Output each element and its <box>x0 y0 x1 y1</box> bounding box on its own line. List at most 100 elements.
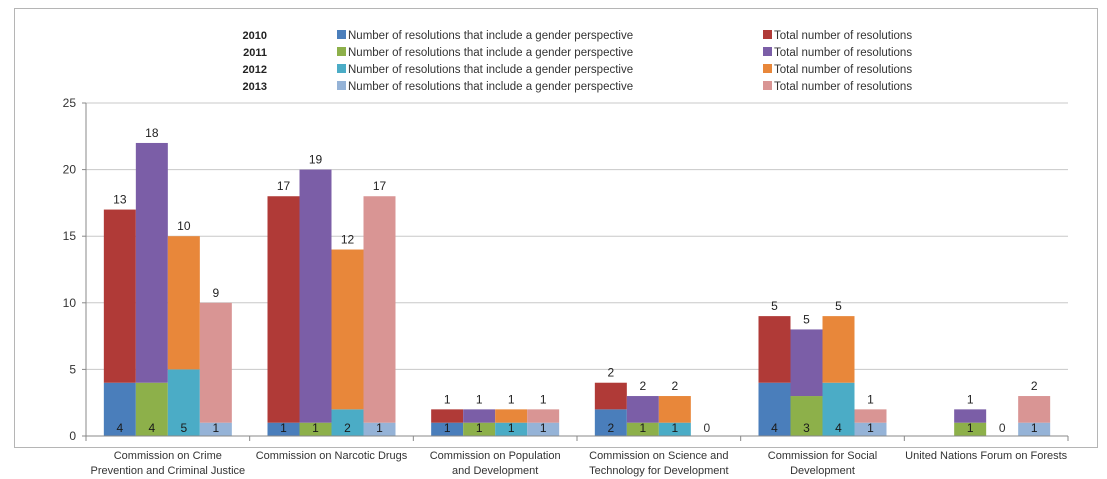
bar-gender <box>331 409 364 436</box>
data-label-gender: 4 <box>835 421 842 435</box>
data-label-total: 1 <box>540 392 547 406</box>
bar-total <box>495 409 528 423</box>
bar-gender <box>854 422 887 436</box>
chart-frame <box>14 8 1098 448</box>
x-tick-label: Commission on Narcotic Drugs <box>256 450 408 462</box>
data-label-gender: 1 <box>508 421 515 435</box>
data-label-gender: 1 <box>376 421 383 435</box>
bar-gender <box>299 422 332 436</box>
bar-gender <box>495 422 528 436</box>
legend-label-total: Total number of resolutions <box>774 81 912 93</box>
bar-gender <box>363 422 396 436</box>
legend-year-label: 2010 <box>243 30 267 42</box>
x-tick-label: Prevention and Criminal Justice <box>90 465 245 477</box>
data-label-gender: 4 <box>116 421 123 435</box>
bar-total <box>299 169 332 423</box>
y-axis: 0 5 10 15 20 25 <box>63 96 87 443</box>
legend-label-total: Total number of resolutions <box>774 47 912 59</box>
data-label-total: 19 <box>309 153 323 167</box>
legend-swatch-total <box>763 64 772 73</box>
bar-total <box>594 382 627 410</box>
bar-total <box>954 409 987 423</box>
bar-total <box>135 142 168 383</box>
bar-gender <box>463 422 496 436</box>
data-label-total: 5 <box>835 299 842 313</box>
data-label-total: 1 <box>444 392 451 406</box>
bar-total <box>463 409 496 423</box>
legend-swatch-gender <box>337 30 346 39</box>
data-label-total: 10 <box>177 219 191 233</box>
gridlines <box>86 102 1068 370</box>
x-tick-label: Commission for Social <box>768 450 877 462</box>
bar-total <box>854 409 887 423</box>
legend-year-label: 2011 <box>243 47 267 59</box>
data-label-gender: 2 <box>607 421 614 435</box>
bar-total <box>527 409 560 423</box>
data-label-gender: 4 <box>148 421 155 435</box>
data-label-total: 2 <box>671 379 678 393</box>
bar-total <box>790 329 823 397</box>
data-label-total: 1 <box>476 392 483 406</box>
bar-total <box>1018 396 1051 423</box>
legend-label-total: Total number of resolutions <box>774 30 912 42</box>
bar-gender <box>594 409 627 436</box>
legend-swatch-gender <box>337 81 346 90</box>
data-label-total: 13 <box>113 193 127 207</box>
y-tick-label: 25 <box>63 96 77 110</box>
data-label-total: 1 <box>508 392 515 406</box>
legend-label-gender: Number of resolutions that include a gen… <box>348 47 633 59</box>
bar-gender <box>658 422 691 436</box>
data-label-gender: 1 <box>476 421 483 435</box>
y-tick-label: 10 <box>63 296 77 310</box>
x-tick-label: Commission on Crime <box>114 450 222 462</box>
bar-gender <box>135 382 168 436</box>
data-label-gender: 1 <box>444 421 451 435</box>
data-label-total: 5 <box>771 299 778 313</box>
bar-total <box>331 249 364 410</box>
bar-gender <box>1018 422 1051 436</box>
legend-label-total: Total number of resolutions <box>774 64 912 76</box>
data-label-total: 2 <box>639 379 646 393</box>
data-label-total: 1 <box>967 392 974 406</box>
bar-gender <box>822 382 855 436</box>
bar-gender <box>267 422 300 436</box>
data-label-gender: 1 <box>540 421 547 435</box>
legend-swatch-total <box>763 47 772 56</box>
data-label-total: 18 <box>145 126 159 140</box>
data-label-total: 1 <box>867 392 874 406</box>
data-label-total: 2 <box>1031 379 1038 393</box>
bar-gender <box>199 422 232 436</box>
legend-year-label: 2012 <box>243 64 267 76</box>
data-label-total: 9 <box>212 286 219 300</box>
bar-gender <box>103 382 136 436</box>
legend: 2010 Number of resolutions that include a… <box>243 30 912 93</box>
y-tick-label: 15 <box>63 229 77 243</box>
data-label-gender: 2 <box>344 421 351 435</box>
data-label-gender: 4 <box>771 421 778 435</box>
bar-total <box>626 396 659 423</box>
x-tick-label: and Development <box>452 465 538 477</box>
data-label-gender: 1 <box>639 421 646 435</box>
data-label-gender: 1 <box>671 421 678 435</box>
data-label-total: 17 <box>277 179 291 193</box>
legend-year-label: 2013 <box>243 81 267 93</box>
y-tick-label: 0 <box>69 429 76 443</box>
data-label-gender: 1 <box>312 421 319 435</box>
data-label-gender: 0 <box>703 421 710 435</box>
x-tick-label: Technology for Development <box>589 465 728 477</box>
data-label-total: 2 <box>607 366 614 380</box>
x-tick-label: Commission on Population <box>430 450 561 462</box>
bar-total <box>431 409 464 423</box>
x-axis: Commission on Crime Prevention and Crimin… <box>85 435 1069 477</box>
bar-gender <box>954 422 987 436</box>
bar-gender <box>431 422 464 436</box>
legend-swatch-total <box>763 81 772 90</box>
bar-gender <box>790 396 823 436</box>
bar-gender <box>167 369 200 436</box>
bar-total <box>822 316 855 383</box>
bar-gender <box>758 382 791 436</box>
data-label-gender: 1 <box>1031 421 1038 435</box>
x-tick-label: United Nations Forum on Forests <box>905 450 1068 462</box>
legend-swatch-total <box>763 30 772 39</box>
